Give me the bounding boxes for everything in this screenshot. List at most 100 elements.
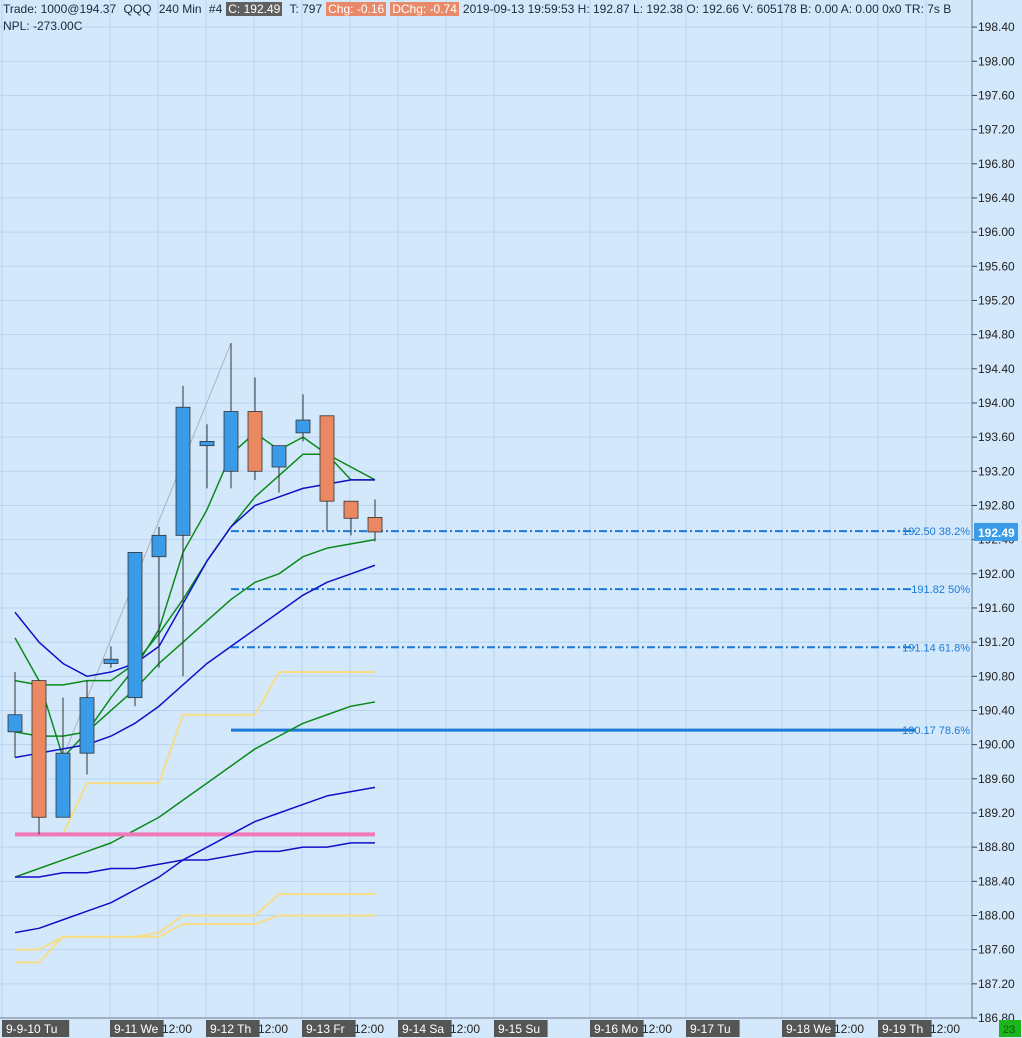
candle[interactable]: [367, 499, 383, 542]
candle[interactable]: [7, 672, 23, 758]
x-tick-date-bg: [590, 1020, 644, 1037]
indicator-line-green: [14, 701, 376, 878]
y-tick-label: 190.40: [978, 703, 1015, 717]
candle-body: [127, 552, 143, 699]
y-tick-label: 193.20: [978, 464, 1015, 478]
x-tick-label: 9-14 Sa: [402, 1022, 444, 1036]
candle[interactable]: [103, 646, 119, 668]
ticks-value: T: 797: [289, 2, 323, 16]
candle-body: [7, 714, 23, 733]
interval-label[interactable]: 240 Min: [158, 2, 202, 16]
candle[interactable]: [55, 697, 71, 818]
x-tick-label: 12:00: [354, 1022, 384, 1036]
x-tick-date-bg: [206, 1020, 260, 1037]
candle[interactable]: [223, 343, 239, 489]
y-tick-label: 190.80: [978, 669, 1015, 683]
net-pl: NPL: -273.00C: [3, 19, 83, 33]
candle[interactable]: [319, 415, 335, 532]
y-tick-label: 193.60: [978, 430, 1015, 444]
x-tick-label: 12:00: [834, 1022, 864, 1036]
x-tick-label: 12:00: [450, 1022, 480, 1036]
candle-body: [55, 752, 71, 818]
x-tick-label: 12:00: [162, 1022, 192, 1036]
indicator-lines: [14, 432, 376, 964]
y-tick-label: 197.60: [978, 88, 1015, 102]
chart-header: Trade: 1000@194.37 QQQ 240 Min #4 C: 192.…: [3, 1, 955, 18]
fib-label: 192.50 38.2%: [902, 526, 970, 538]
indicator-line-blue: [14, 479, 375, 678]
y-tick-label: 190.00: [978, 738, 1015, 752]
candles[interactable]: [7, 343, 383, 835]
x-tick-date-bg: [782, 1020, 836, 1037]
x-tick-label: 9-9-10 Tu: [6, 1022, 57, 1036]
x-tick-date-bg: [494, 1020, 548, 1037]
x-tick-date-bg: [398, 1020, 452, 1037]
candle[interactable]: [175, 385, 191, 677]
x-tick-date-bg: [2, 1020, 70, 1037]
y-tick-label: 196.00: [978, 225, 1015, 239]
candle[interactable]: [31, 680, 47, 835]
corner-badge-label: 23: [1003, 1024, 1015, 1036]
x-tick-label: 9-18 We: [786, 1022, 831, 1036]
y-tick-label: 195.60: [978, 259, 1015, 273]
indicator-line-blue: [15, 842, 375, 878]
x-tick-date-bg: [302, 1020, 356, 1037]
y-tick-label: 191.20: [978, 635, 1015, 649]
candle[interactable]: [127, 552, 143, 707]
x-tick-label: 9-12 Th: [210, 1022, 251, 1036]
trendline-layer: [62, 342, 232, 758]
y-tick-label: 189.20: [978, 806, 1015, 820]
candle-body: [343, 500, 359, 519]
bar-number: #4: [208, 2, 223, 16]
y-tick-label: 196.80: [978, 157, 1015, 171]
candle-body: [319, 415, 335, 502]
x-tick-label: 9-13 Fr: [306, 1022, 345, 1036]
y-tick-label: 187.20: [978, 977, 1015, 991]
fib-label: 191.14 61.8%: [902, 642, 970, 654]
candle[interactable]: [199, 424, 215, 489]
trade-info: Trade: 1000@194.37: [3, 2, 117, 16]
candle[interactable]: [343, 500, 359, 536]
x-tick-date-bg: [110, 1020, 164, 1037]
x-tick-label: 9-16 Mo: [594, 1022, 638, 1036]
y-tick-label: 192.00: [978, 567, 1015, 581]
indicator-line-green: [14, 538, 376, 737]
fib-label: 190.17 78.6%: [902, 725, 970, 737]
candle-body: [295, 419, 311, 434]
y-tick-label: 192.80: [978, 498, 1015, 512]
indicator-line-blue: [14, 564, 376, 759]
y-tick-label: 198.00: [978, 54, 1015, 68]
y-tick-label: 195.20: [978, 293, 1015, 307]
candle-body: [79, 697, 95, 754]
x-tick-date-bg: [878, 1020, 932, 1037]
y-tick-label: 187.60: [978, 943, 1015, 957]
x-tick-label: 12:00: [642, 1022, 672, 1036]
y-tick-label: 188.00: [978, 908, 1015, 922]
y-tick-label: 196.40: [978, 191, 1015, 205]
y-tick-label: 197.20: [978, 123, 1015, 137]
indicator-line-yellow: [15, 671, 375, 836]
y-tick-label: 191.60: [978, 601, 1015, 615]
symbol-label[interactable]: QQQ: [123, 2, 152, 16]
candle[interactable]: [247, 377, 263, 480]
fib-label: 191.82 50%: [911, 584, 970, 596]
x-tick-label: 9-19 Th: [882, 1022, 923, 1036]
trendline: [62, 342, 232, 758]
candle[interactable]: [271, 445, 287, 493]
candle[interactable]: [151, 526, 167, 668]
price-axis: 198.40 198.00 197.60 197.20 196.80 196.40 196.…: [971, 0, 1018, 1025]
fibonacci-levels[interactable]: 192.50 38.2% 191.82 50% 191.14 61.8% 190.17…: [231, 526, 970, 737]
candle[interactable]: [295, 394, 311, 442]
x-tick-label: 12:00: [258, 1022, 288, 1036]
candle-body: [151, 534, 167, 558]
candle-body: [103, 658, 119, 664]
grid: [0, 0, 972, 1019]
x-tick-label: 9-15 Su: [498, 1022, 540, 1036]
y-tick-label: 198.40: [978, 20, 1015, 34]
candle-body: [247, 411, 263, 472]
candle[interactable]: [79, 680, 95, 775]
last-price-label: 192.49: [978, 526, 1015, 540]
y-tick-label: 194.40: [978, 362, 1015, 376]
